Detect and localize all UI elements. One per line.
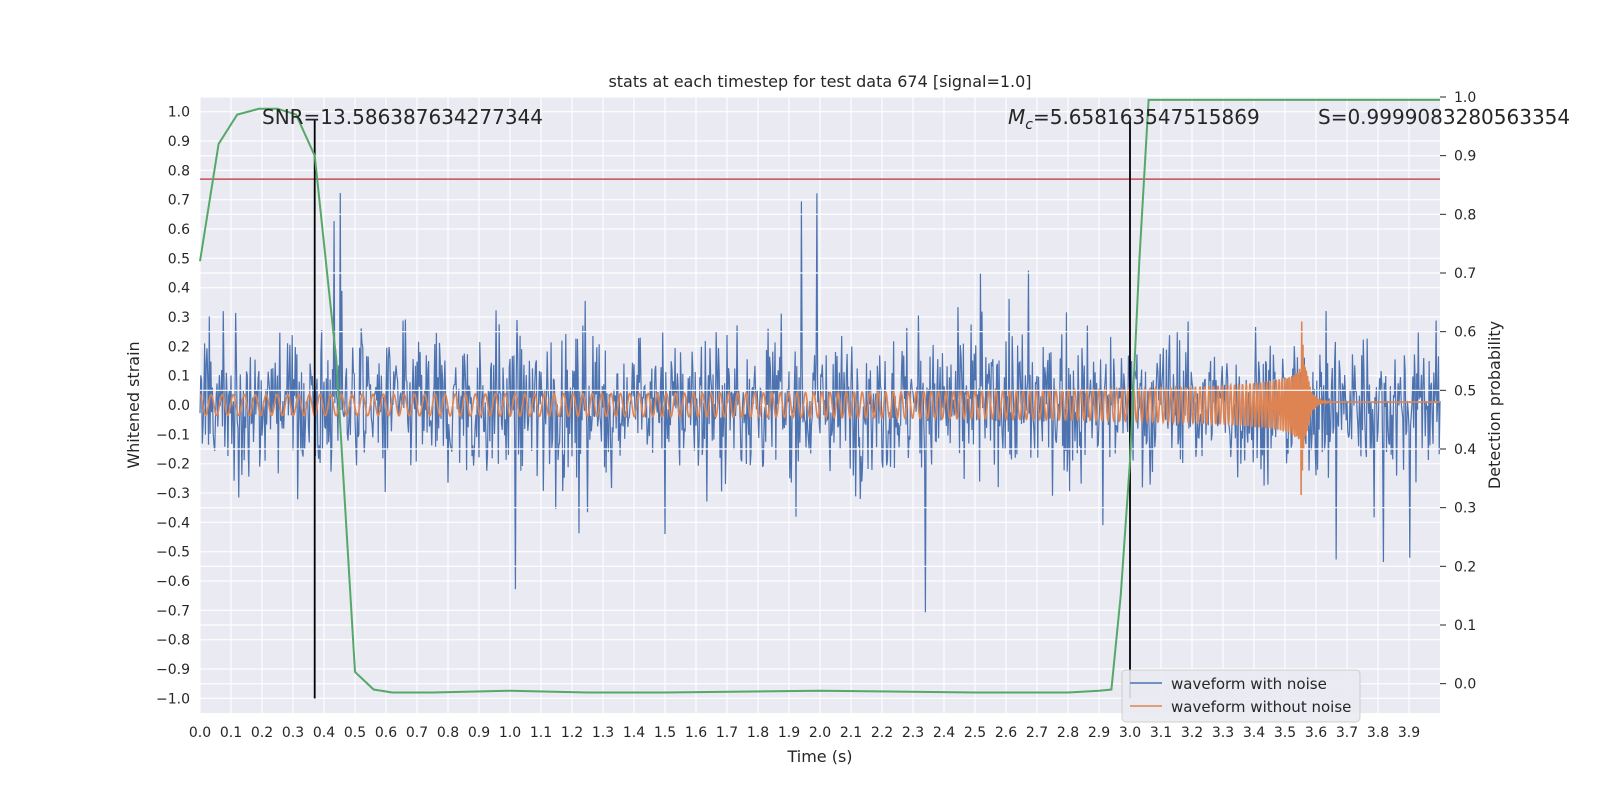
y2-tick-label: 0.4 xyxy=(1454,442,1476,458)
y-tick-label: 0.5 xyxy=(168,251,190,267)
series-layer xyxy=(199,192,1441,613)
x-tick-label: 2.6 xyxy=(995,725,1017,741)
y-tick-label: −0.5 xyxy=(156,545,190,561)
x-tick-label: 1.4 xyxy=(623,725,645,741)
y-tick-label: 0.3 xyxy=(168,310,190,326)
x-tick-label: 0.9 xyxy=(468,725,490,741)
y-tick-label: −0.4 xyxy=(156,515,190,531)
y-tick-label: −0.6 xyxy=(156,574,190,590)
legend-label-clean: waveform without noise xyxy=(1171,698,1351,716)
detection-probability-line xyxy=(199,98,1440,694)
chirp-mass-annotation: Mc=5.658163547515869 xyxy=(1008,105,1260,133)
x-tick-label: 1.2 xyxy=(561,725,583,741)
x-tick-label: 3.9 xyxy=(1398,725,1420,741)
snr-annotation: SNR=13.586387634277344 xyxy=(262,105,543,129)
x-tick-label: 1.3 xyxy=(592,725,614,741)
chirp-mass-subscript: c xyxy=(1025,117,1033,133)
y2-tick-labels: 1.0 0.9 0.8 0.7 0.6 0.5 0.4 0.3 0.2 0.1 0.0 xyxy=(1440,90,1476,693)
x-tick-label: 0.2 xyxy=(251,725,273,741)
x-tick-label: 1.6 xyxy=(685,725,707,741)
x-axis-label: Time (s) xyxy=(786,747,852,766)
y-tick-label: 1.0 xyxy=(168,105,190,121)
y2-tick-label: 1.0 xyxy=(1454,90,1476,106)
x-tick-label: 2.4 xyxy=(933,725,955,741)
x-tick-label: 3.6 xyxy=(1305,725,1327,741)
y-tick-label: 0.8 xyxy=(168,163,190,179)
y-tick-label: −0.7 xyxy=(156,603,190,619)
y-tick-label: 0.0 xyxy=(168,398,190,414)
x-tick-label: 0.4 xyxy=(313,725,335,741)
x-tick-label: 0.3 xyxy=(282,725,304,741)
x-tick-label: 2.9 xyxy=(1088,725,1110,741)
x-tick-label: 2.0 xyxy=(809,725,831,741)
x-tick-label: 2.7 xyxy=(1026,725,1048,741)
x-tick-label: 1.1 xyxy=(530,725,552,741)
legend: waveform with noise waveform without noi… xyxy=(1121,669,1361,723)
y-tick-label: −0.3 xyxy=(156,486,190,502)
x-tick-label: 3.0 xyxy=(1119,725,1141,741)
x-tick-label: 2.3 xyxy=(902,725,924,741)
y-tick-label: 0.9 xyxy=(168,134,190,150)
x-tick-label: 3.2 xyxy=(1181,725,1203,741)
x-tick-label: 2.5 xyxy=(964,725,986,741)
x-tick-label: 0.7 xyxy=(406,725,428,741)
y-tick-label: 0.2 xyxy=(168,339,190,355)
y2-tick-label: 0.9 xyxy=(1454,149,1476,165)
y-tick-label: −0.9 xyxy=(156,662,190,678)
x-tick-label: 2.2 xyxy=(871,725,893,741)
s-annotation: S=0.9999083280563354 xyxy=(1318,105,1570,129)
y2-tick-label: 0.2 xyxy=(1454,559,1476,575)
x-tick-label: 3.3 xyxy=(1212,725,1234,741)
x-tick-label: 3.1 xyxy=(1150,725,1172,741)
legend-box xyxy=(1121,669,1361,723)
x-tick-labels: 0.0 0.1 0.2 0.3 0.4 0.5 0.6 0.7 0.8 0.9 1.0 1.1 1.2 1… xyxy=(189,725,1420,741)
x-tick-label: 3.4 xyxy=(1243,725,1265,741)
x-tick-label: 3.7 xyxy=(1336,725,1358,741)
x-tick-label: 0.6 xyxy=(375,725,397,741)
y-tick-label: −0.1 xyxy=(156,427,190,443)
x-tick-label: 2.1 xyxy=(840,725,862,741)
legend-label-noisy: waveform with noise xyxy=(1171,675,1327,693)
y2-tick-label: 0.5 xyxy=(1454,383,1476,399)
y-tick-label: −0.8 xyxy=(156,633,190,649)
y-tick-labels: 1.0 0.9 0.8 0.7 0.6 0.5 0.4 0.3 0.2 0.1 0.0 −0.1 −0.… xyxy=(156,105,190,708)
x-tick-label: 0.0 xyxy=(189,725,211,741)
x-tick-label: 1.8 xyxy=(747,725,769,741)
x-tick-label: 3.5 xyxy=(1274,725,1296,741)
chart-title: stats at each timestep for test data 674… xyxy=(608,72,1031,91)
clean-waveform-line xyxy=(199,321,1440,495)
y-tick-label: −0.2 xyxy=(156,457,190,473)
y2-tick-label: 0.1 xyxy=(1454,618,1476,634)
y2-tick-label: 0.8 xyxy=(1454,207,1476,223)
y-tick-label: 0.1 xyxy=(168,369,190,385)
y-tick-label: 0.6 xyxy=(168,222,190,238)
chirp-mass-symbol: M xyxy=(1008,105,1025,129)
y-tick-label: −1.0 xyxy=(156,691,190,707)
x-tick-label: 1.0 xyxy=(499,725,521,741)
x-tick-label: 3.8 xyxy=(1367,725,1389,741)
x-tick-label: 0.5 xyxy=(344,725,366,741)
x-tick-label: 1.7 xyxy=(716,725,738,741)
y-axis-label: Whitened strain xyxy=(124,341,143,468)
x-tick-label: 0.8 xyxy=(437,725,459,741)
x-tick-label: 1.5 xyxy=(654,725,676,741)
y-tick-label: 0.7 xyxy=(168,193,190,209)
x-tick-label: 2.8 xyxy=(1057,725,1079,741)
y2-tick-label: 0.7 xyxy=(1454,266,1476,282)
x-tick-label: 1.9 xyxy=(778,725,800,741)
x-tick-label: 0.1 xyxy=(220,725,242,741)
y2-tick-label: 0.0 xyxy=(1454,677,1476,693)
y2-tick-label: 0.3 xyxy=(1454,501,1476,517)
y2-axis-label: Detection probability xyxy=(1485,321,1504,489)
y-tick-label: 0.4 xyxy=(168,281,190,297)
chirp-mass-value: =5.658163547515869 xyxy=(1033,105,1260,129)
y2-tick-label: 0.6 xyxy=(1454,325,1476,341)
